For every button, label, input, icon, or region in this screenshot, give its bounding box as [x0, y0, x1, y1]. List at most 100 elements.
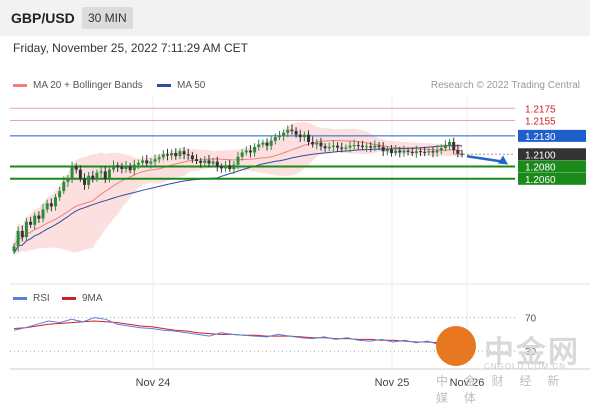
candle-body	[385, 149, 389, 152]
level-label-1.2100: 1.2100	[525, 150, 556, 161]
candle-body	[377, 145, 381, 147]
candle-body	[448, 142, 452, 146]
chart-header: GBP/USD 30 MIN	[0, 0, 590, 36]
candle-body	[439, 148, 443, 151]
candle-body	[99, 171, 103, 173]
candle-body	[12, 246, 16, 252]
candle-body	[244, 150, 248, 153]
candle-body	[132, 164, 136, 171]
candle-body	[373, 145, 377, 148]
candle-body	[165, 154, 169, 156]
level-label-1.2175: 1.2175	[525, 104, 556, 115]
candle-body	[186, 154, 190, 156]
rsi-level-label: 70	[525, 314, 537, 325]
research-credit: Research © 2022 Trading Central	[430, 80, 580, 91]
level-tag-1.2100	[518, 148, 586, 161]
candle-body	[62, 181, 66, 192]
rsi-ma9-line	[13, 320, 463, 345]
candle-body	[294, 130, 298, 135]
candle-body	[16, 230, 20, 247]
candle-body	[460, 153, 464, 155]
rsi-swatch	[13, 297, 27, 300]
legend-ma50: MA 50	[157, 80, 205, 91]
candle-body	[136, 162, 140, 165]
candles-group	[12, 124, 464, 255]
candle-body	[269, 140, 273, 146]
x-tick-label: Nov 25	[375, 377, 410, 389]
candle-body	[277, 135, 281, 138]
x-tick-label: Nov 26	[450, 377, 485, 389]
watermark-url: CNGOLD.COM.CN	[484, 362, 566, 371]
candle-body	[74, 166, 78, 170]
candle-body	[344, 147, 348, 149]
level-tag-1.2060	[518, 172, 586, 185]
legend-rsi-label: RSI	[33, 293, 50, 304]
candle-body	[394, 150, 398, 154]
candle-body	[456, 149, 460, 154]
legend-ma20-label: MA 20 + Bollinger Bands	[33, 80, 143, 91]
candle-body	[236, 156, 240, 165]
candle-body	[103, 171, 107, 179]
candle-body	[37, 215, 41, 219]
candle-body	[203, 160, 207, 163]
datetime-label: Friday, November 25, 2022 7:11:29 AM CET	[13, 41, 249, 55]
candle-body	[45, 203, 49, 210]
timeframe-badge[interactable]: 30 MIN	[82, 7, 133, 29]
candle-body	[348, 145, 352, 148]
candle-body	[87, 175, 91, 185]
legend-ma20: MA 20 + Bollinger Bands	[13, 80, 143, 91]
legend-rsi: RSI	[13, 293, 50, 304]
watermark-name: 中金网	[484, 335, 580, 370]
candle-body	[327, 146, 331, 149]
candle-body	[215, 161, 219, 167]
candle-body	[78, 169, 82, 179]
candle-body	[178, 151, 182, 157]
candle-body	[116, 165, 120, 168]
candle-body	[340, 147, 344, 149]
level-label-1.2130: 1.2130	[525, 132, 556, 143]
candle-body	[190, 155, 194, 160]
level-label-1.2080: 1.2080	[525, 163, 556, 174]
candle-body	[107, 169, 111, 179]
candle-body	[398, 150, 402, 153]
instrument-title: GBP/USD	[11, 10, 75, 26]
candle-body	[211, 161, 215, 164]
candle-body	[319, 142, 323, 147]
candle-body	[265, 142, 269, 146]
candle-body	[174, 153, 178, 157]
forecast-arrow-head-icon	[498, 155, 508, 165]
candle-body	[336, 145, 340, 148]
candle-body	[29, 221, 33, 225]
candle-body	[315, 142, 319, 145]
candle-body	[419, 151, 423, 153]
candle-body	[257, 144, 261, 147]
candle-body	[248, 150, 252, 153]
candle-body	[311, 142, 315, 145]
candle-body	[58, 191, 62, 198]
level-label-1.2155: 1.2155	[525, 117, 556, 128]
candle-body	[149, 161, 153, 164]
candle-body	[33, 215, 37, 225]
candle-body	[145, 160, 149, 164]
bollinger-band	[14, 122, 462, 254]
candle-body	[232, 164, 236, 169]
candle-body	[402, 150, 406, 153]
candle-body	[414, 151, 418, 154]
candle-body	[406, 150, 410, 152]
candle-body	[431, 151, 435, 153]
rsi-level-label: 30	[525, 347, 537, 358]
candle-body	[128, 166, 132, 171]
candle-body	[224, 165, 228, 169]
watermark-subtitle: 中 金 财 经 新 媒 体	[436, 374, 566, 405]
candle-body	[83, 178, 87, 185]
candle-body	[70, 166, 74, 179]
candle-body	[199, 161, 203, 163]
candle-body	[389, 149, 393, 154]
candle-body	[365, 146, 369, 148]
candle-body	[170, 153, 174, 156]
candle-body	[282, 132, 286, 136]
candle-body	[112, 165, 116, 170]
candle-body	[253, 146, 257, 153]
candle-body	[153, 159, 157, 162]
